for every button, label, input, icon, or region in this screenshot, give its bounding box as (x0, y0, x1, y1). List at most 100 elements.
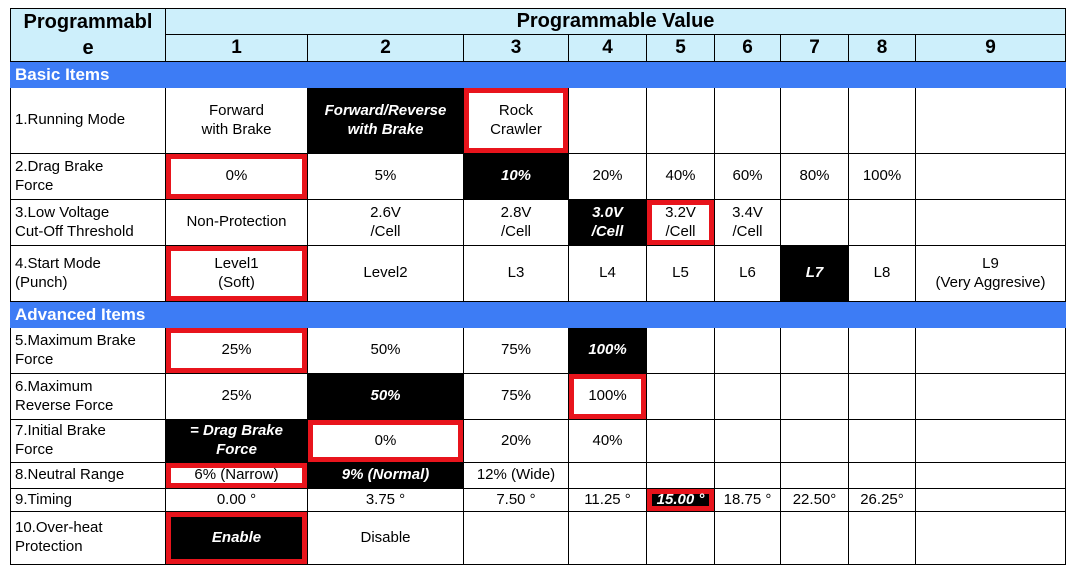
value-cell (780, 199, 849, 246)
column-number: 8 (848, 34, 916, 62)
value-cell (646, 462, 715, 489)
setting-row: 1.Running Mode Forward with Brake Forward/… (10, 87, 1066, 154)
setting-row: 4.Start Mode (Punch) Level1 (Soft) Level2 L… (10, 245, 1066, 302)
setting-label: 2.Drag Brake Force (10, 153, 166, 200)
value-cell: 80% (780, 153, 849, 200)
value-cell (568, 511, 647, 565)
value-cell (646, 511, 715, 565)
advanced-items-body: 5.Maximum Brake Force 25% 50% 75% 100% 6.Maxi… (10, 327, 1066, 565)
value-cell (915, 462, 1066, 489)
value-cell: 5% (307, 153, 464, 200)
default-value-cell: 10% (463, 153, 569, 200)
highlighted-value-cell: 100% (568, 373, 647, 420)
value-cell: 18.75 ° (714, 488, 781, 512)
value-cell (915, 419, 1066, 463)
value-cell (568, 87, 647, 154)
value-cell: Level2 (307, 245, 464, 302)
value-cell: L4 (568, 245, 647, 302)
section-basic-items: Basic Items (10, 61, 1066, 88)
setting-label: 9.Timing (10, 488, 166, 512)
value-cell (780, 87, 849, 154)
column-number: 1 (165, 34, 308, 62)
value-cell (848, 462, 916, 489)
default-value-cell: Enable (165, 511, 308, 565)
setting-label: 7.Initial Brake Force (10, 419, 166, 463)
basic-items-body: 1.Running Mode Forward with Brake Forward/… (10, 87, 1066, 302)
value-cell: 20% (463, 419, 569, 463)
value-cell: 75% (463, 327, 569, 374)
value-cell (646, 327, 715, 374)
highlighted-value-cell: 3.2V /Cell (646, 199, 715, 246)
column-number-row: 1 2 3 4 5 6 7 8 9 (11, 34, 1066, 62)
value-cell (714, 462, 781, 489)
value-cell (463, 511, 569, 565)
setting-label: 1.Running Mode (10, 87, 166, 154)
value-cell: 22.50° (780, 488, 849, 512)
header-programmable: Programmable (10, 8, 166, 62)
value-cell: 40% (646, 153, 715, 200)
value-cell (646, 87, 715, 154)
value-cell: L3 (463, 245, 569, 302)
setting-label: 4.Start Mode (Punch) (10, 245, 166, 302)
value-cell: 40% (568, 419, 647, 463)
value-cell (848, 87, 916, 154)
value-cell: Disable (307, 511, 464, 565)
value-cell (915, 199, 1066, 246)
column-number: 4 (568, 34, 647, 62)
default-value-cell: 15.00 ° (646, 488, 715, 512)
value-cell: 2.6V /Cell (307, 199, 464, 246)
value-cell: 7.50 ° (463, 488, 569, 512)
value-cell: 75% (463, 373, 569, 420)
value-cell: 20% (568, 153, 647, 200)
default-value-cell: L7 (780, 245, 849, 302)
highlighted-value-cell: Level1 (Soft) (165, 245, 308, 302)
default-value-cell: 9% (Normal) (307, 462, 464, 489)
default-value-cell: Forward/Reverse with Brake (307, 87, 464, 154)
default-value-cell: = Drag Brake Force (165, 419, 308, 463)
value-cell (848, 327, 916, 374)
value-cell (646, 419, 715, 463)
value-cell (568, 462, 647, 489)
value-cell (646, 373, 715, 420)
highlighted-value-cell: 0% (307, 419, 464, 463)
setting-row: 2.Drag Brake Force 0% 5% 10% 20% 40% 60% 80% 100… (10, 153, 1066, 200)
value-cell: 50% (307, 327, 464, 374)
value-cell: L9 (Very Aggresive) (915, 245, 1066, 302)
value-cell (915, 87, 1066, 154)
value-cell (780, 511, 849, 565)
value-cell: L6 (714, 245, 781, 302)
setting-label: 3.Low Voltage Cut-Off Threshold (10, 199, 166, 246)
value-cell (848, 511, 916, 565)
header-programmable-value: Programmable Value (165, 8, 1066, 35)
column-number: 2 (307, 34, 464, 62)
value-cell (780, 327, 849, 374)
highlighted-value-cell: Rock Crawler (463, 87, 569, 154)
highlighted-value-cell: 0% (165, 153, 308, 200)
setting-row: 3.Low Voltage Cut-Off Threshold Non-Prote… (10, 199, 1066, 246)
value-cell: 0.00 ° (165, 488, 308, 512)
value-cell (714, 419, 781, 463)
column-number: 7 (780, 34, 849, 62)
highlighted-value-cell: 25% (165, 327, 308, 374)
setting-label: 5.Maximum Brake Force (10, 327, 166, 374)
default-value-cell: 50% (307, 373, 464, 420)
value-cell (780, 419, 849, 463)
default-value-cell: 3.0V /Cell (568, 199, 647, 246)
value-cell (848, 419, 916, 463)
value-cell (848, 373, 916, 420)
column-number: 9 (915, 34, 1066, 62)
value-cell (915, 511, 1066, 565)
value-cell: 3.75 ° (307, 488, 464, 512)
value-cell (714, 511, 781, 565)
value-cell: 60% (714, 153, 781, 200)
setting-row: 9.Timing 0.00 ° 3.75 ° 7.50 ° 11.25 ° 15.00 °… (10, 488, 1066, 512)
value-cell (780, 462, 849, 489)
value-cell: L8 (848, 245, 916, 302)
programmable-settings-table: Programmable Programmable Value 1 2 3 4 … (10, 8, 1066, 565)
value-cell (915, 488, 1066, 512)
default-value-cell: 100% (568, 327, 647, 374)
setting-row: 6.Maximum Reverse Force 25% 50% 75% 100% (10, 373, 1066, 420)
value-cell: L5 (646, 245, 715, 302)
value-cell (714, 373, 781, 420)
value-cell: 26.25° (848, 488, 916, 512)
